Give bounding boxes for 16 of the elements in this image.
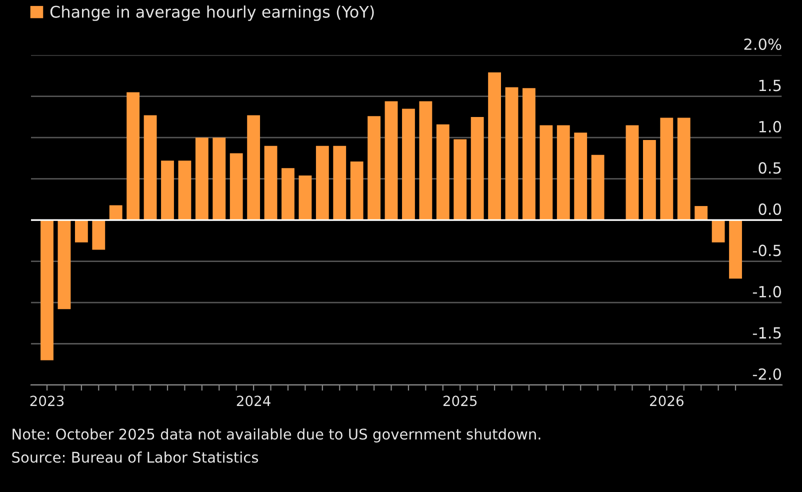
source-note: Source: Bureau of Labor Statistics (12, 451, 258, 463)
y-tick-label: 0.0 (758, 203, 781, 215)
y-tick-label: 0.5 (758, 162, 781, 174)
x-tick-label: 2026 (650, 396, 684, 406)
y-tick-label: -2.0 (752, 368, 781, 380)
y-tick-label: 1.0 (759, 120, 781, 132)
y-tick-label: 2.0% (744, 38, 782, 50)
text: Note: October 2025 data not available due to US government shutdown. (12, 428, 540, 442)
y-tick-label: -0.5 (752, 244, 781, 256)
x-tick-label: 2024 (236, 396, 270, 406)
legend-label: Change in average hourly earnings (YoY) (50, 5, 374, 21)
x-tick-label: 2023 (30, 396, 64, 406)
x-tick-label: 2025 (443, 396, 477, 406)
y-tick-label: 1.5 (759, 80, 781, 92)
y-tick-label: -1.0 (752, 286, 781, 298)
y-tick-label: -1.5 (752, 327, 781, 339)
